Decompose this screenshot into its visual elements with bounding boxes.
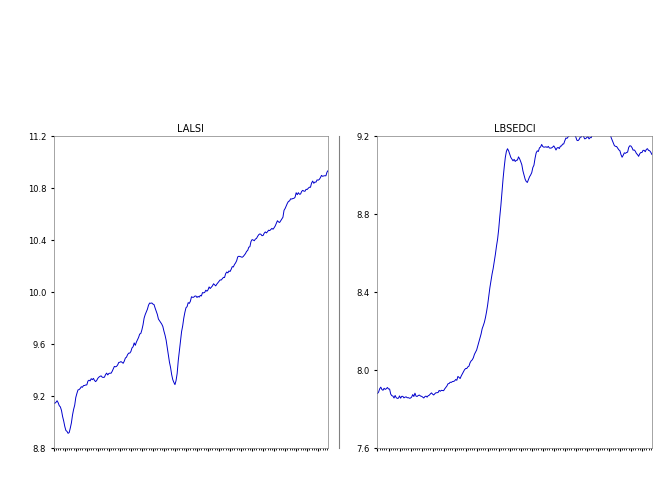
Title: LBSEDCI: LBSEDCI	[494, 124, 536, 134]
Title: LALSI: LALSI	[177, 124, 204, 134]
